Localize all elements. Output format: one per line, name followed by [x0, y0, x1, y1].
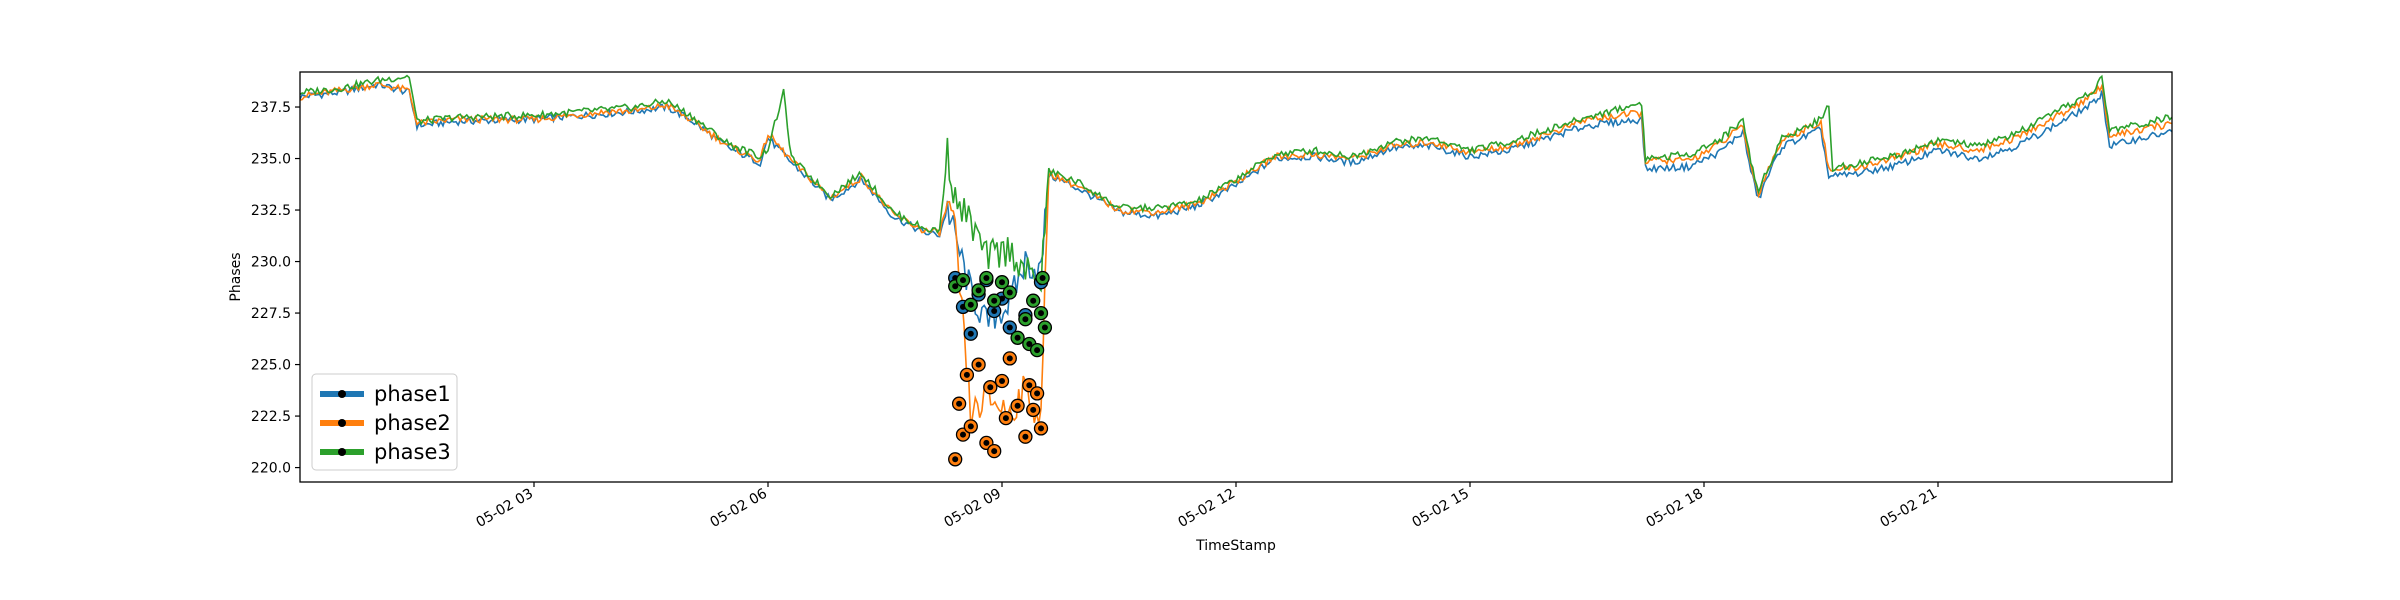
plot-area — [300, 74, 2172, 467]
y-tick-label: 230.0 — [251, 255, 291, 271]
x-tick-label: 05-02 21 — [1877, 486, 1940, 531]
legend-label: phase1 — [374, 382, 451, 406]
data-point-dot-phase2 — [1014, 402, 1021, 409]
legend-entry-phase3: phase3 — [320, 440, 451, 464]
data-point-dot-phase3 — [1026, 341, 1033, 347]
data-point-dot-phase1 — [991, 308, 998, 314]
y-tick-label: 220.0 — [251, 461, 291, 477]
y-tick-label: 232.5 — [251, 203, 291, 219]
data-point-dot-phase2 — [1026, 382, 1033, 389]
data-point-dot-phase2 — [991, 448, 998, 455]
x-tick-label: 05-02 03 — [473, 486, 536, 531]
series-line-phase3 — [300, 74, 2172, 293]
legend: phase1 phase2 phase3 — [311, 373, 458, 471]
data-point-dot-phase2 — [960, 431, 966, 438]
data-point-dot-phase3 — [1034, 347, 1041, 354]
data-point-dot-phase2 — [1022, 433, 1029, 440]
data-point-dot-phase2 — [1034, 390, 1041, 397]
series-phase2 — [300, 81, 2172, 429]
y-tick-label: 227.5 — [251, 306, 291, 322]
legend-marker — [338, 390, 346, 398]
y-tick-label: 235.0 — [251, 152, 291, 168]
data-point-dot-phase3 — [1041, 324, 1048, 331]
x-tick-label: 05-02 15 — [1409, 486, 1472, 531]
data-point-dot-phase3 — [975, 287, 982, 294]
legend-marker — [338, 419, 346, 427]
data-point-dot-phase2 — [956, 400, 963, 407]
series-phase3 — [300, 74, 2172, 293]
data-point-dot-phase2 — [1006, 355, 1013, 362]
legend-entry-phase2: phase2 — [320, 411, 451, 435]
markers-phase2 — [948, 351, 1049, 467]
data-point-dot-phase2 — [967, 423, 974, 430]
data-point-dot-phase3 — [960, 277, 966, 284]
data-point-dot-phase3 — [1006, 289, 1013, 296]
x-tick-label: 05-02 09 — [941, 486, 1004, 531]
y-tick-label: 222.5 — [251, 409, 291, 425]
legend-label: phase3 — [374, 440, 451, 464]
data-point-dot-phase3 — [999, 279, 1005, 286]
data-point-dot-phase2 — [1038, 425, 1044, 432]
series-phase1 — [300, 80, 2172, 329]
x-axis-label: TimeStamp — [1195, 538, 1276, 554]
y-tick-label: 237.5 — [251, 100, 291, 116]
y-axis-label: Phases — [228, 252, 244, 301]
data-point-dot-phase3 — [1039, 275, 1046, 281]
x-tick-label: 05-02 12 — [1175, 486, 1238, 531]
data-point-dot-phase2 — [1030, 406, 1037, 413]
markers-phase3 — [948, 270, 1053, 358]
data-point-dot-phase3 — [1030, 297, 1037, 304]
data-point-dot-phase2 — [983, 439, 990, 446]
x-tick-label: 05-02 18 — [1643, 486, 1706, 531]
x-tick-label: 05-02 06 — [707, 486, 770, 531]
data-point-dot-phase2 — [975, 361, 982, 368]
data-point-dot-phase3 — [991, 297, 998, 304]
data-point-dot-phase1 — [967, 330, 974, 337]
data-point-dot-phase3 — [967, 301, 974, 308]
series-line-phase1 — [300, 80, 2172, 329]
data-point-dot-phase2 — [963, 371, 970, 378]
data-point-dot-phase2 — [999, 378, 1005, 384]
data-point-dot-phase3 — [1022, 316, 1029, 323]
legend-entry-phase1: phase1 — [320, 382, 451, 406]
data-point-dot-phase2 — [952, 456, 959, 463]
legend-box — [311, 373, 458, 471]
legend-label: phase2 — [374, 411, 451, 435]
series-line-phase2 — [300, 81, 2172, 429]
data-point-dot-phase2 — [1002, 415, 1009, 422]
y-tick-label: 225.0 — [251, 358, 291, 374]
data-point-dot-phase3 — [952, 283, 959, 290]
data-point-dot-phase3 — [983, 275, 990, 281]
legend-marker — [338, 448, 346, 456]
data-point-dot-phase1 — [1006, 324, 1013, 331]
axes: 220.0 222.5 225.0 227.5 230.0 232.5 235.0 237.5… — [251, 71, 2173, 531]
data-point-dot-phase3 — [1038, 310, 1044, 317]
data-point-dot-phase2 — [987, 384, 994, 391]
data-point-dot-phase3 — [1014, 334, 1021, 341]
plot-frame — [299, 71, 2173, 483]
